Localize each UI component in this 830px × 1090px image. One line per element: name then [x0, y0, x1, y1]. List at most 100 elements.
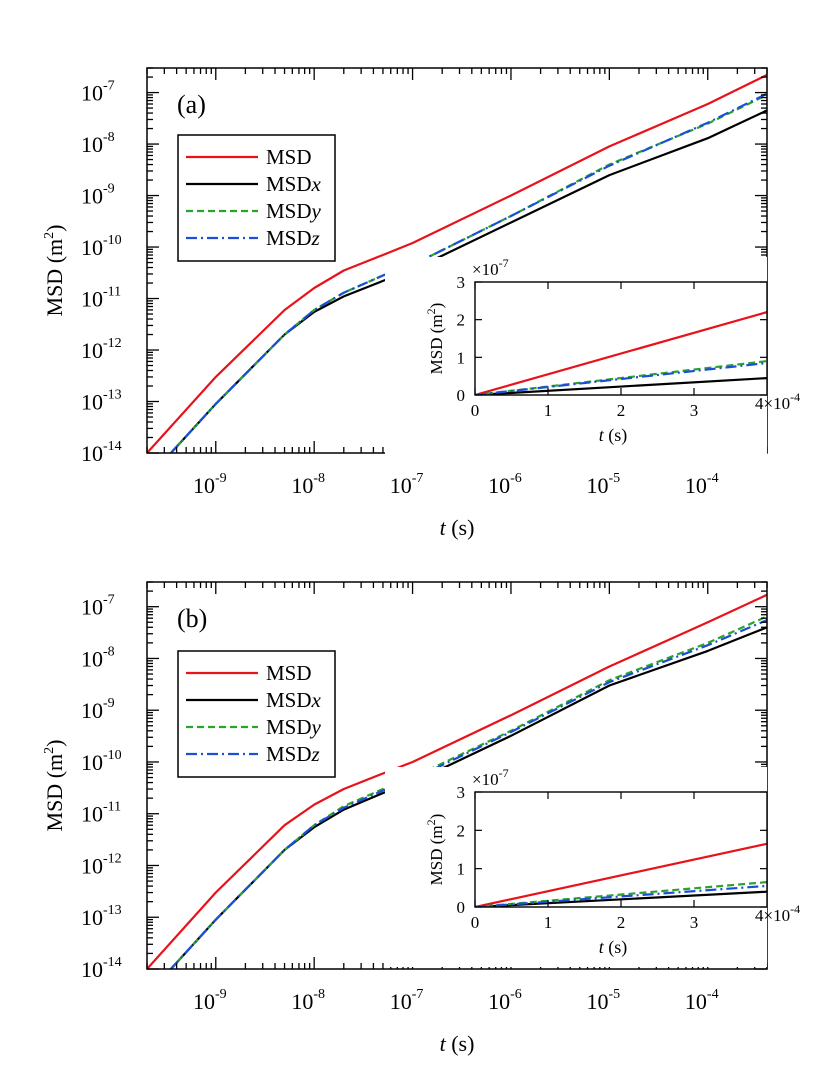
y-tick-label: 10-14 [81, 439, 122, 466]
y-tick-label: 10-14 [81, 955, 122, 982]
tick-exponent: -4 [707, 471, 719, 486]
tick-exponent: -8 [313, 471, 325, 486]
inset-x-axis-label: t (s) [599, 937, 628, 958]
tick-exponent: -9 [215, 987, 227, 1002]
series-line-msd [147, 593, 767, 969]
y-tick-label: 10-13 [81, 903, 122, 930]
inset-y-tick-label: 3 [457, 783, 466, 802]
tick-base: 10 [81, 235, 103, 260]
legend-label: MSDy [266, 199, 322, 223]
y-tick-label: 10-8 [81, 130, 115, 157]
inset-x-axis-label-unit: (s) [604, 425, 628, 446]
inset-series-line-msd [475, 311, 767, 395]
legend-label: MSDz [266, 742, 320, 766]
inset-y-axis-label-end: ) [427, 303, 446, 309]
x-axis-label-unit: (s) [446, 1031, 475, 1056]
tick-exponent: -9 [103, 696, 115, 711]
legend-label-main: MSD [266, 145, 312, 169]
y-axis-label-sup: 2 [42, 232, 57, 239]
tick-exponent: -7 [412, 987, 424, 1002]
tick-exponent: -14 [103, 439, 122, 454]
x-tick-label: 10-5 [587, 987, 621, 1014]
tick-base: 10 [390, 989, 412, 1014]
legend-label-main: MSD [266, 715, 312, 739]
x-tick-label: 10-4 [685, 471, 719, 498]
inset-x-tick-label: 3 [690, 401, 699, 420]
legend-label-main: MSD [266, 226, 312, 250]
tick-exponent: -14 [103, 955, 122, 970]
inset-y-axis-label-sup: 2 [424, 819, 438, 825]
legend-label-main: MSD [266, 742, 312, 766]
x-tick-label: 10-7 [390, 471, 424, 498]
series-line-msdz [170, 619, 767, 969]
inset-y-axis-label-end: ) [427, 814, 446, 820]
tick-exponent: -9 [103, 182, 115, 197]
legend-label-sub: x [311, 688, 322, 712]
legend-label-main: MSD [266, 172, 312, 196]
inset-x-multiplier: 4×10-4 [755, 390, 800, 413]
y-tick-label: 10-9 [81, 182, 115, 209]
x-axis-label-var: t [440, 1031, 447, 1056]
y-tick-label: 10-7 [81, 79, 115, 106]
x-tick-label: 10-7 [390, 987, 424, 1014]
inset-y-tick-label: 2 [457, 311, 466, 330]
tick-exponent: -9 [215, 471, 227, 486]
inset-x-tick-label: 1 [544, 913, 553, 932]
tick-base: 10 [488, 989, 510, 1014]
y-tick-label: 10-7 [81, 593, 115, 620]
legend-label-sub: y [310, 199, 322, 223]
tick-exponent: -11 [103, 285, 121, 300]
inset-x-multiplier-base: 4×10 [755, 906, 790, 925]
inset-y-multiplier-exp: -7 [499, 766, 509, 780]
inset-series-group [475, 311, 767, 395]
tick-base: 10 [81, 81, 103, 106]
tick-base: 10 [81, 184, 103, 209]
x-tick-label: 10-9 [193, 471, 227, 498]
inset-x-multiplier-base: 4×10 [755, 394, 790, 413]
inset-background [385, 767, 767, 967]
tick-base: 10 [193, 473, 215, 498]
x-axis-label: t (s) [440, 1031, 475, 1056]
inset-series-line-msd [475, 842, 767, 907]
tick-base: 10 [81, 802, 103, 827]
legend-label-sub: x [311, 172, 322, 196]
tick-exponent: -12 [103, 851, 122, 866]
inset-y-multiplier: ×10-7 [472, 256, 509, 279]
tick-base: 10 [81, 441, 103, 466]
inset-y-multiplier-base: ×10 [472, 260, 499, 279]
inset-x-axis-label: t (s) [599, 425, 628, 446]
inset-x-multiplier-exp: -4 [790, 902, 800, 916]
y-axis-label-end: ) [42, 225, 67, 232]
x-tick-label: 10-4 [685, 987, 719, 1014]
x-tick-label: 10-6 [488, 987, 522, 1014]
legend-label-main: MSD [266, 688, 312, 712]
tick-base: 10 [587, 473, 609, 498]
inset-series-line-msdz [475, 361, 767, 395]
tick-base: 10 [488, 473, 510, 498]
inset-y-multiplier-exp: -7 [499, 256, 509, 270]
inset-x-tick-label: 1 [544, 401, 553, 420]
tick-exponent: -5 [609, 471, 621, 486]
inset-x-axis-label-var: t [599, 425, 605, 445]
tick-base: 10 [81, 853, 103, 878]
tick-base: 10 [81, 957, 103, 982]
tick-exponent: -7 [412, 471, 424, 486]
tick-base: 10 [81, 905, 103, 930]
inset-x-tick-label: 0 [471, 401, 480, 420]
inset-x-axis-label-var: t [599, 937, 605, 957]
inset-background [385, 257, 767, 455]
y-tick-label: 10-8 [81, 644, 115, 671]
y-tick-label: 10-10 [81, 748, 122, 775]
tick-exponent: -10 [103, 233, 122, 248]
inset-y-tick-label: 1 [457, 348, 466, 367]
inset-y-tick-label: 2 [457, 821, 466, 840]
y-axis-label-sup: 2 [42, 747, 57, 754]
inset-y-tick-label: 0 [457, 386, 466, 405]
legend-label: MSDy [266, 715, 322, 739]
x-axis-label-unit: (s) [446, 515, 475, 540]
legend-label-main: MSD [266, 199, 312, 223]
tick-exponent: -12 [103, 336, 122, 351]
